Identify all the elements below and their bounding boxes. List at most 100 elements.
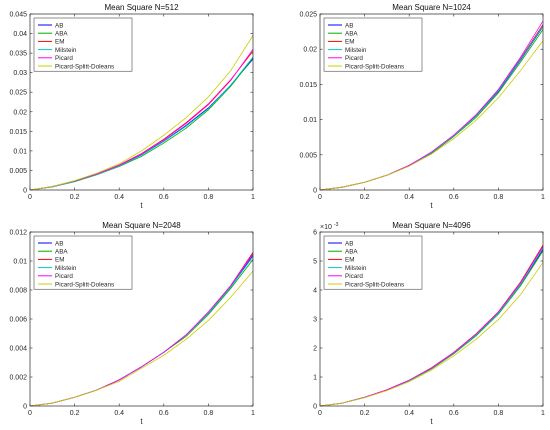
legend-entry: ABA xyxy=(55,249,68,256)
legend-entry: EM xyxy=(345,257,354,264)
y-tick-label: 0.015 xyxy=(9,129,27,136)
x-tick-label: 0.2 xyxy=(360,194,370,201)
legend-entry: ABA xyxy=(345,31,358,38)
x-tick-label: 0.8 xyxy=(204,194,214,201)
series-line-picard-splitt-doleans xyxy=(319,40,544,191)
legend-entry: Picard-Splitt-Doleans xyxy=(345,281,404,288)
legend-box xyxy=(33,235,133,290)
y-tick-label: 0.02 xyxy=(13,109,27,116)
x-axis-label: t xyxy=(140,417,143,426)
legend-entry: EM xyxy=(345,39,354,46)
y-tick-label: 0.025 xyxy=(9,90,27,97)
x-axis-label: t xyxy=(430,417,433,426)
y-tick-label: 0.04 xyxy=(13,31,27,38)
legend-entry: Picard-Splitt-Doleans xyxy=(55,63,114,70)
axes-box xyxy=(29,231,254,407)
series-line-picard-splitt-doleans xyxy=(29,270,254,407)
series-line-picard-splitt-doleans xyxy=(29,35,254,191)
x-tick-label: 0.4 xyxy=(404,194,414,201)
subplot-1: Mean Square N=512 0 0.2 0.4 0.6 0.8 1 0 0.005 0.0… xyxy=(9,3,255,210)
legend-entry: ABA xyxy=(55,31,68,38)
x-tick-label: 0.2 xyxy=(360,410,370,417)
chart-title: Mean Square N=2048 xyxy=(102,221,181,230)
legend-entry: Milstein xyxy=(55,265,77,272)
legend-entry: Milstein xyxy=(55,47,77,54)
y-tick-label: 0.004 xyxy=(9,346,27,353)
x-tick-label: 0.6 xyxy=(159,410,169,417)
chart-title: Mean Square N=512 xyxy=(104,3,179,12)
y-tick-label: 0.02 xyxy=(303,47,317,54)
legend-entry: EM xyxy=(55,257,64,264)
legend-entry: AB xyxy=(345,22,353,29)
y-tick-label: 0.002 xyxy=(9,375,27,382)
legend-entry: EM xyxy=(55,39,64,46)
x-tick-label: 0.2 xyxy=(70,194,80,201)
y-tick-label: 5 xyxy=(313,259,317,266)
axes-box xyxy=(319,231,544,407)
legend-entry: AB xyxy=(55,240,63,247)
subplot-4: Mean Square N=4096 0 0.2 0.4 0.6 0.8 1 0 1 2 3 4 5 6 t… xyxy=(313,221,545,426)
y-exponent-label: ×10 xyxy=(320,224,332,231)
y-tick-label: 0.035 xyxy=(9,51,27,58)
legend-entry: Milstein xyxy=(345,265,367,272)
y-tick-label: 1 xyxy=(313,375,317,382)
legend-box xyxy=(323,17,423,72)
x-tick-label: 1 xyxy=(541,410,545,417)
x-tick-label: 0 xyxy=(318,410,322,417)
y-tick-label: 0 xyxy=(23,404,27,411)
legend-box xyxy=(33,17,133,72)
legend-entry: Picard xyxy=(345,273,363,280)
chart-title: Mean Square N=4096 xyxy=(392,221,471,230)
legend-entry: Picard xyxy=(55,55,73,62)
y-tick-label: 3 xyxy=(313,317,317,324)
x-tick-label: 0.8 xyxy=(494,194,504,201)
y-tick-label: 0.005 xyxy=(299,152,317,159)
y-tick-label: 0 xyxy=(313,404,317,411)
axes-box xyxy=(29,13,254,191)
x-tick-label: 0.4 xyxy=(404,410,414,417)
x-tick-label: 1 xyxy=(251,194,255,201)
x-tick-label: 0.4 xyxy=(114,410,124,417)
y-tick-label: 0.01 xyxy=(13,259,27,266)
x-tick-label: 1 xyxy=(541,194,545,201)
legend-entry: Picard xyxy=(345,55,363,62)
y-tick-label: 0.045 xyxy=(9,12,27,19)
x-tick-label: 0.6 xyxy=(449,410,459,417)
subplot-2: Mean Square N=1024 0 0.2 0.4 0.6 0.8 1 0 0.005 0.… xyxy=(299,3,545,210)
legend: AB ABAEMMilsteinPicardPicard-Splitt-Dolea… xyxy=(323,17,423,72)
legend-entry: Milstein xyxy=(345,47,367,54)
legend: AB ABAEMMilsteinPicardPicard-Splitt-Dolea… xyxy=(33,235,133,290)
y-tick-label: 0.005 xyxy=(9,168,27,175)
legend-entry: Picard-Splitt-Doleans xyxy=(345,63,404,70)
x-tick-label: 0.8 xyxy=(204,410,214,417)
legend: AB ABAEMMilsteinPicardPicard-Splitt-Dolea… xyxy=(33,17,133,72)
y-tick-label: 0.03 xyxy=(13,70,27,77)
x-tick-label: 0 xyxy=(318,194,322,201)
series-line-picard-splitt-doleans xyxy=(319,262,544,407)
x-tick-label: 0 xyxy=(28,194,32,201)
legend-entry: ABA xyxy=(345,249,358,256)
x-tick-label: 1 xyxy=(251,410,255,417)
y-tick-label: 2 xyxy=(313,346,317,353)
y-tick-label: 0.01 xyxy=(303,117,317,124)
x-axis-label: t xyxy=(430,201,433,210)
legend-entry: Picard-Splitt-Doleans xyxy=(55,281,114,288)
chart-title: Mean Square N=1024 xyxy=(392,3,471,12)
x-tick-label: 0.8 xyxy=(494,410,504,417)
y-tick-label: 6 xyxy=(313,230,317,237)
x-tick-label: 0.6 xyxy=(449,194,459,201)
y-tick-label: 0 xyxy=(313,188,317,195)
y-tick-label: 0.015 xyxy=(299,82,317,89)
legend-entry: AB xyxy=(345,240,353,247)
y-tick-label: 0.025 xyxy=(299,12,317,19)
y-tick-label: 0 xyxy=(23,188,27,195)
x-tick-label: 0 xyxy=(28,410,32,417)
legend: AB ABAEMMilsteinPicardPicard-Splitt-Dolea… xyxy=(323,235,423,290)
y-tick-label: 0.012 xyxy=(9,230,27,237)
y-exponent-power: -3 xyxy=(334,222,339,228)
x-tick-label: 0.2 xyxy=(70,410,80,417)
subplot-3: Mean Square N=2048 0 0.2 0.4 0.6 0.8 1 0 0.002 0.… xyxy=(9,221,255,426)
legend-box xyxy=(323,235,423,290)
y-tick-label: 4 xyxy=(313,288,317,295)
